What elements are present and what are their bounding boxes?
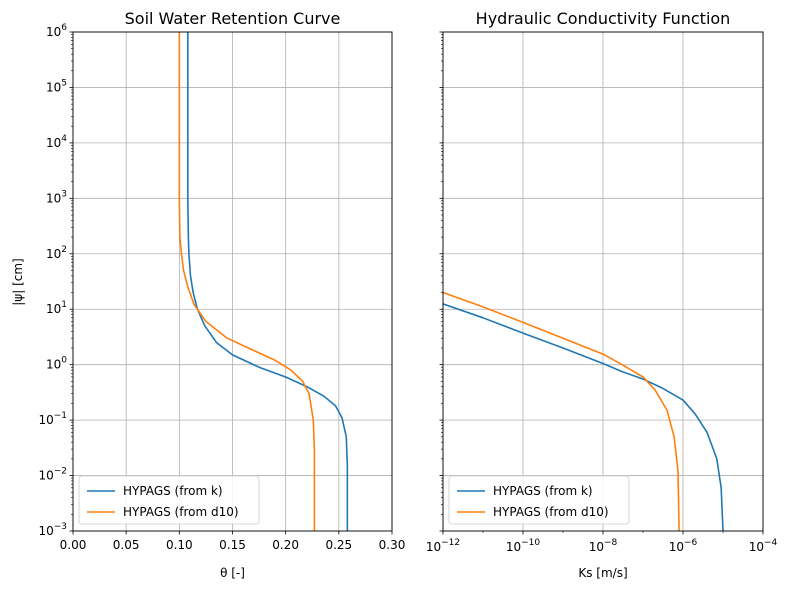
y-tick-label-base: 10 [46,80,61,94]
conductivity-function-panel: Hydraulic Conductivity Function Ks [m/s]… [426,9,778,580]
y-tick-label-exponent: 4 [61,134,67,144]
y-tick-label: 10−3 [38,522,67,538]
y-tick-label: 100 [46,356,67,372]
y-tick-label: 101 [46,300,67,316]
x-tick-label: 0.20 [272,538,299,552]
legend: HYPAGS (from k) HYPAGS (from d10) [78,475,260,525]
x-tick-label: 0.15 [219,538,246,552]
y-tick-label: 10−1 [38,411,67,427]
y-tick-label: 105 [46,78,67,94]
y-tick-label: 106 [46,23,67,39]
legend-label: HYPAGS (from d10) [493,505,609,519]
y-tick-label-exponent: −3 [54,522,67,532]
x-tick-label-base: 10 [506,540,521,554]
retention-curve-panel: Soil Water Retention Curve θ [-] |ψ| [cm… [11,9,405,580]
y-tick-label: 103 [46,189,67,205]
series-line-from-d10 [178,32,316,531]
y-tick-label-exponent: −2 [54,467,67,477]
x-tick-label: 10−8 [589,538,618,554]
x-tick-label: 10−4 [749,538,778,554]
x-tick-label: 0.30 [379,538,406,552]
y-tick-label-exponent: 5 [61,78,67,88]
y-tick-label-exponent: 6 [61,23,67,33]
x-tick-label: 0.05 [113,538,140,552]
x-tick-label-exponent: −12 [441,538,460,548]
ticks: 10−12 10−10 10−8 10−6 10−4 [426,31,778,554]
conductivity-function-title: Hydraulic Conductivity Function [476,9,731,28]
series-line-from-d10 [443,291,680,531]
series-lines [178,32,349,531]
y-tick-label-base: 10 [38,413,53,427]
y-tick-label: 102 [46,245,67,261]
x-tick-label-exponent: −4 [764,538,778,548]
y-tick-label-base: 10 [38,524,53,538]
y-tick-label-base: 10 [46,191,61,205]
legend-label: HYPAGS (from d10) [123,505,239,519]
conductivity-function-xlabel: Ks [m/s] [578,566,627,580]
x-tick-label: 10−12 [426,538,460,554]
x-tick-label: 0.10 [166,538,193,552]
y-tick-label-base: 10 [46,136,61,150]
retention-curve-title: Soil Water Retention Curve [125,9,341,28]
x-tick-label: 0.00 [60,538,87,552]
y-tick-label-exponent: 3 [61,189,67,199]
x-tick-label: 10−6 [669,538,698,554]
x-tick-label-base: 10 [589,540,604,554]
x-tick-label-exponent: −10 [521,538,540,548]
series-lines [443,291,724,531]
x-tick-label-base: 10 [426,540,441,554]
axes-frame [72,31,393,532]
retention-curve-xlabel: θ [-] [220,566,245,580]
x-tick-label-exponent: −8 [604,538,618,548]
series-line-from-k [187,32,349,531]
legend-box [448,475,630,525]
y-tick-label: 10−2 [38,467,67,483]
x-tick-label-base: 10 [669,540,684,554]
legend-label: HYPAGS (from k) [493,484,593,498]
retention-curve-ylabel: |ψ| [cm] [11,258,25,305]
y-tick-label-base: 10 [38,469,53,483]
x-tick-label-base: 10 [749,540,764,554]
y-tick-label-base: 10 [46,25,61,39]
x-tick-label-exponent: −6 [684,538,698,548]
y-tick-label-base: 10 [46,302,61,316]
y-tick-label-exponent: 1 [61,300,67,310]
y-tick-label-exponent: 0 [61,356,67,366]
x-tick-label: 10−10 [506,538,541,554]
y-tick-label-exponent: 2 [61,245,67,255]
x-tick-label: 0.25 [325,538,352,552]
legend: HYPAGS (from k) HYPAGS (from d10) [448,475,630,525]
axes-frame [442,31,764,532]
y-tick-label-base: 10 [46,358,61,372]
y-tick-label: 104 [46,134,67,150]
series-line-from-k [443,303,724,531]
legend-label: HYPAGS (from k) [123,484,223,498]
y-tick-label-exponent: −1 [54,411,67,421]
legend-box [78,475,260,525]
y-tick-label-base: 10 [46,247,61,261]
